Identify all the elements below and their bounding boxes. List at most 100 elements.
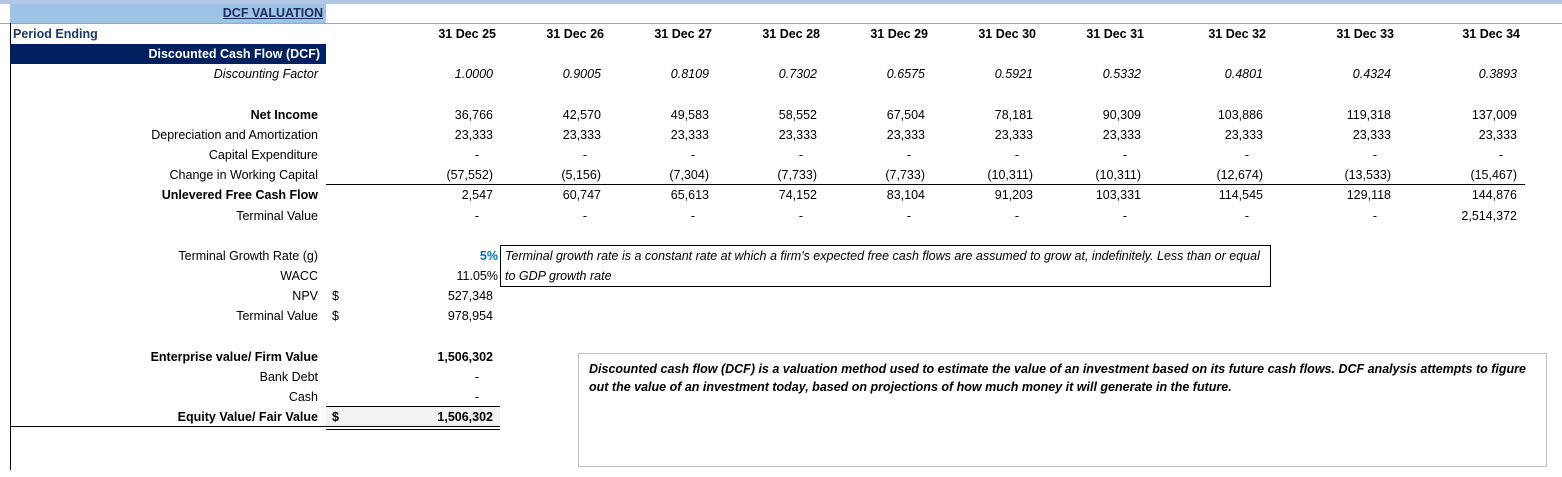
period-header[interactable]: 31 Dec 29 (870, 27, 928, 41)
summary-value[interactable]: - (474, 390, 479, 404)
value-cell[interactable]: - (474, 148, 479, 162)
value-cell[interactable]: - (906, 209, 911, 223)
row-label[interactable]: Net Income (250, 108, 318, 122)
value-cell[interactable]: 36,766 (454, 108, 493, 122)
value-cell[interactable]: - (1498, 148, 1503, 162)
value-cell[interactable]: - (906, 148, 911, 162)
value-cell[interactable]: 23,333 (778, 128, 817, 142)
value-cell[interactable]: 23,333 (1352, 128, 1391, 142)
value-cell[interactable]: - (690, 148, 695, 162)
value-cell[interactable]: (7,304) (669, 168, 709, 182)
summary-label[interactable]: Equity Value/ Fair Value (177, 410, 318, 424)
value-cell[interactable]: 137,009 (1471, 108, 1517, 122)
value-cell[interactable]: - (798, 209, 803, 223)
value-cell[interactable]: - (690, 209, 695, 223)
summary-label[interactable]: Terminal Value (236, 309, 318, 323)
value-cell[interactable]: 23,333 (886, 128, 925, 142)
value-cell[interactable]: 23,333 (1224, 128, 1263, 142)
value-cell[interactable]: 103,886 (1217, 108, 1263, 122)
value-cell[interactable]: - (1122, 148, 1127, 162)
value-cell[interactable]: (5,156) (561, 168, 601, 182)
value-cell[interactable]: 119,318 (1346, 108, 1391, 122)
value-cell[interactable]: - (1372, 209, 1377, 223)
value-cell[interactable]: 2,547 (461, 188, 493, 202)
row-label[interactable]: Change in Working Capital (169, 168, 318, 182)
value-cell[interactable]: - (582, 209, 587, 223)
period-header[interactable]: 31 Dec 27 (654, 27, 712, 41)
value-cell[interactable]: 67,504 (886, 108, 925, 122)
value-cell[interactable]: 42,570 (562, 108, 601, 122)
row-label[interactable]: Unlevered Free Cash Flow (161, 188, 318, 202)
value-cell[interactable]: (13,533) (1344, 168, 1391, 182)
period-header[interactable]: 31 Dec 30 (978, 27, 1036, 41)
summary-value[interactable]: - (474, 370, 479, 384)
row-label[interactable]: Capital Expenditure (208, 148, 318, 162)
value-cell[interactable]: - (1122, 209, 1127, 223)
summary-value[interactable]: 5% (479, 249, 498, 263)
value-cell[interactable]: 91,203 (994, 188, 1033, 202)
period-header[interactable]: 31 Dec 33 (1336, 27, 1394, 41)
value-cell[interactable]: 23,333 (994, 128, 1033, 142)
value-cell[interactable]: 83,104 (886, 188, 925, 202)
value-cell[interactable]: (15,467) (1470, 168, 1517, 182)
row-label[interactable]: Discounting Factor (213, 67, 318, 81)
title-cell[interactable]: DCF VALUATION (10, 4, 326, 23)
value-cell[interactable]: 74,152 (778, 188, 817, 202)
value-cell[interactable]: 0.4324 (1352, 67, 1391, 81)
value-cell[interactable]: 144,876 (1471, 188, 1517, 202)
value-cell[interactable]: 60,747 (562, 188, 601, 202)
period-header[interactable]: 31 Dec 28 (762, 27, 820, 41)
summary-value[interactable]: 1,506,302 (437, 350, 493, 364)
value-cell[interactable]: 0.3893 (1478, 67, 1517, 81)
summary-label[interactable]: NPV (292, 289, 318, 303)
value-cell[interactable]: 23,333 (454, 128, 493, 142)
summary-value[interactable]: 978,954 (447, 309, 493, 323)
value-cell[interactable]: 23,333 (670, 128, 709, 142)
value-cell[interactable]: 103,331 (1095, 188, 1141, 202)
value-cell[interactable]: 49,583 (670, 108, 709, 122)
period-header[interactable]: 31 Dec 26 (546, 27, 604, 41)
value-cell[interactable]: (7,733) (885, 168, 925, 182)
value-cell[interactable]: - (1244, 209, 1249, 223)
summary-label[interactable]: Bank Debt (259, 370, 318, 384)
period-header[interactable]: 31 Dec 25 (438, 27, 496, 41)
value-cell[interactable]: 2,514,372 (1461, 209, 1517, 223)
value-cell[interactable]: - (1372, 148, 1377, 162)
summary-label[interactable]: Cash (288, 390, 318, 404)
summary-label[interactable]: Terminal Growth Rate (g) (178, 249, 318, 263)
value-cell[interactable]: 0.5921 (994, 67, 1033, 81)
period-ending-label[interactable]: Period Ending (13, 27, 98, 41)
summary-value[interactable]: 11.05% (456, 269, 498, 283)
period-header[interactable]: 31 Dec 32 (1208, 27, 1266, 41)
value-cell[interactable]: 0.7302 (778, 67, 817, 81)
value-cell[interactable]: 1.0000 (454, 67, 493, 81)
period-header[interactable]: 31 Dec 31 (1086, 27, 1144, 41)
value-cell[interactable]: 23,333 (1102, 128, 1141, 142)
value-cell[interactable]: - (798, 148, 803, 162)
value-cell[interactable]: 0.6575 (886, 67, 925, 81)
value-cell[interactable]: (7,733) (777, 168, 817, 182)
value-cell[interactable]: 23,333 (562, 128, 601, 142)
value-cell[interactable]: 0.9005 (562, 67, 601, 81)
value-cell[interactable]: 58,552 (778, 108, 817, 122)
value-cell[interactable]: - (1014, 148, 1019, 162)
value-cell[interactable]: 114,545 (1218, 188, 1263, 202)
value-cell[interactable]: - (1014, 209, 1019, 223)
summary-label[interactable]: Enterprise value/ Firm Value (150, 350, 318, 364)
value-cell[interactable]: - (582, 148, 587, 162)
value-cell[interactable]: 0.4801 (1224, 67, 1263, 81)
summary-label[interactable]: WACC (280, 269, 318, 283)
value-cell[interactable]: 78,181 (994, 108, 1033, 122)
value-cell[interactable]: 65,613 (670, 188, 709, 202)
row-label[interactable]: Terminal Value (236, 209, 318, 223)
value-cell[interactable]: 23,333 (1478, 128, 1517, 142)
value-cell[interactable]: 0.8109 (670, 67, 709, 81)
value-cell[interactable]: - (1244, 148, 1249, 162)
terminal-growth-note[interactable]: Terminal growth rate is a constant rate … (500, 245, 1271, 287)
dcf-definition-note[interactable]: Discounted cash flow (DCF) is a valuatio… (578, 353, 1547, 467)
dcf-section-header[interactable] (10, 44, 326, 64)
value-cell[interactable]: - (474, 209, 479, 223)
summary-value[interactable]: 527,348 (447, 289, 493, 303)
period-header[interactable]: 31 Dec 34 (1462, 27, 1520, 41)
value-cell[interactable]: (12,674) (1216, 168, 1263, 182)
